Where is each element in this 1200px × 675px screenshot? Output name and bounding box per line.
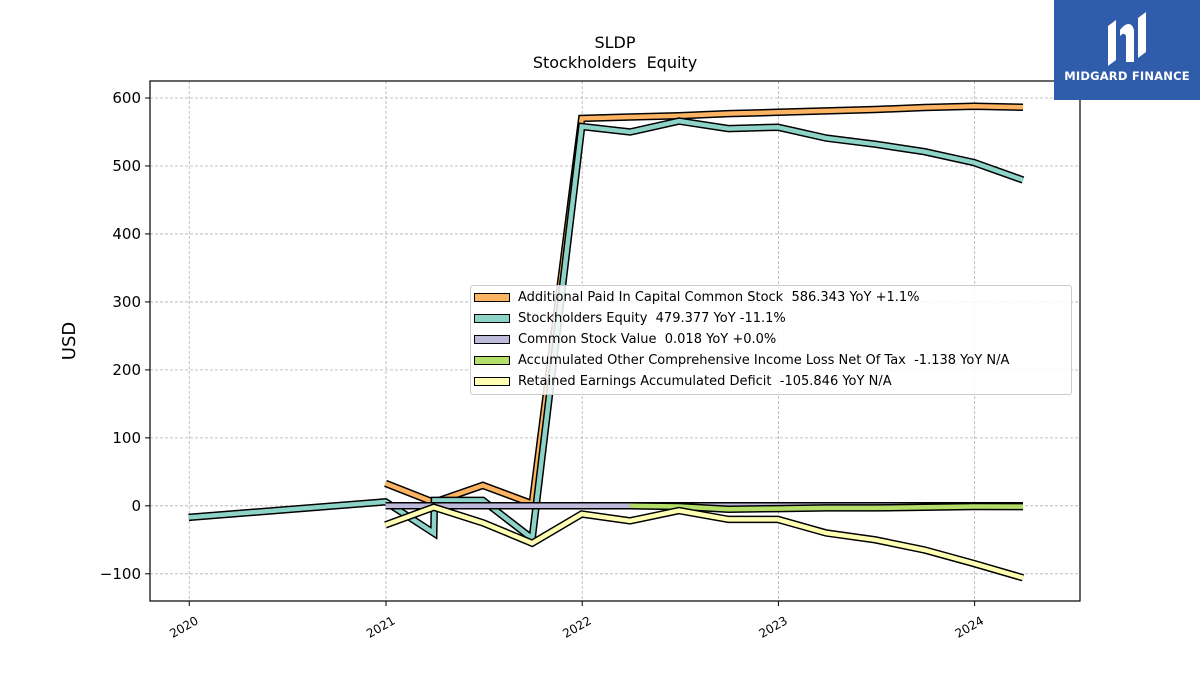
legend-swatch bbox=[474, 356, 510, 365]
y-tick-label: 500 bbox=[112, 157, 141, 175]
y-tick-label: 300 bbox=[112, 293, 141, 311]
x-tick-label: 2020 bbox=[167, 613, 200, 640]
series-line bbox=[384, 504, 1024, 580]
series-line bbox=[630, 503, 1024, 512]
series-line bbox=[384, 103, 1024, 507]
x-tick-label: 2023 bbox=[756, 613, 789, 640]
y-tick-label: −100 bbox=[100, 565, 141, 583]
logo-text: MIDGARD FINANCE bbox=[1064, 69, 1190, 83]
midgard-logo-icon bbox=[1108, 12, 1146, 66]
y-tick-label: 0 bbox=[131, 497, 141, 515]
y-tick-label: 100 bbox=[112, 429, 141, 447]
y-tick-label: 600 bbox=[112, 89, 141, 107]
chart-subtitle: Stockholders Equity bbox=[533, 53, 697, 72]
midgard-finance-logo: MIDGARD FINANCE bbox=[1054, 0, 1200, 100]
x-tick-label: 2022 bbox=[560, 613, 593, 640]
legend-swatch bbox=[474, 293, 510, 302]
x-tick-label: 2024 bbox=[953, 613, 986, 640]
chart-title: SLDP bbox=[594, 33, 635, 52]
y-axis-label: USD bbox=[59, 322, 80, 360]
legend-swatch bbox=[474, 377, 510, 386]
legend-label: Common Stock Value 0.018 YoY +0.0% bbox=[518, 332, 777, 347]
y-tick-label: 200 bbox=[112, 361, 141, 379]
legend-label: Additional Paid In Capital Common Stock … bbox=[518, 290, 920, 305]
legend-label: Retained Earnings Accumulated Deficit -1… bbox=[518, 374, 892, 389]
series-line bbox=[188, 118, 1024, 543]
legend-swatch bbox=[474, 314, 510, 323]
legend-label: Stockholders Equity 479.377 YoY -11.1% bbox=[518, 311, 786, 326]
series-outline bbox=[384, 503, 1025, 582]
plot-frame bbox=[149, 80, 1081, 602]
x-tick-label: 2021 bbox=[364, 613, 397, 640]
legend-swatch bbox=[474, 335, 510, 344]
legend: Additional Paid In Capital Common Stock … bbox=[470, 285, 1072, 395]
y-tick-label: 400 bbox=[112, 225, 141, 243]
legend-label: Accumulated Other Comprehensive Income L… bbox=[518, 353, 1010, 368]
